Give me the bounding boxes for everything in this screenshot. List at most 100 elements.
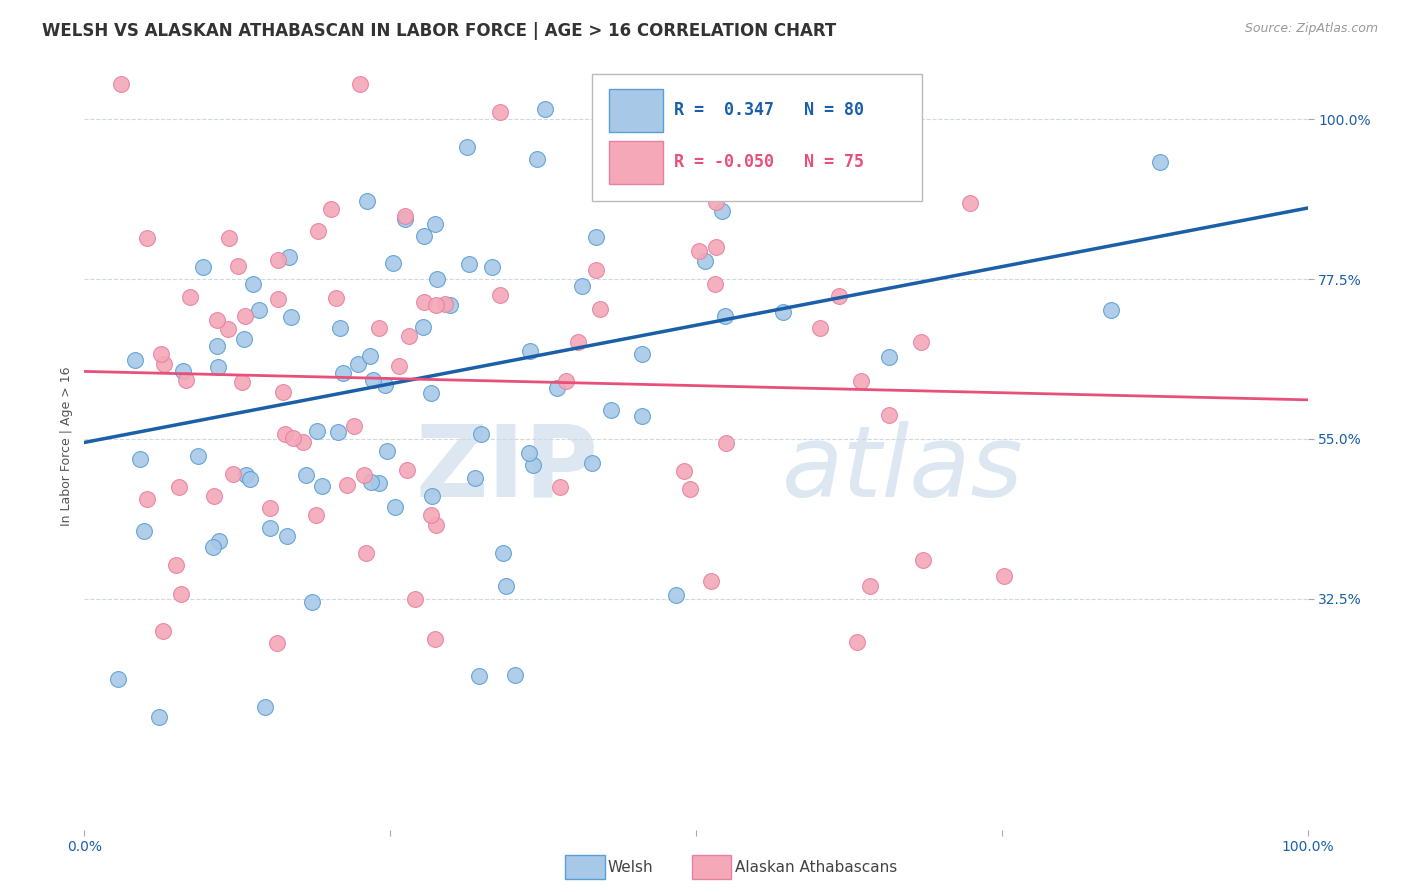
- Point: [519, 344, 541, 359]
- Point: [359, 349, 381, 363]
- Point: [239, 472, 262, 486]
- Point: [420, 508, 443, 522]
- Point: [423, 218, 446, 232]
- Point: [458, 257, 481, 271]
- Point: [332, 366, 354, 380]
- FancyBboxPatch shape: [609, 141, 664, 184]
- Point: [704, 240, 727, 254]
- Point: [343, 418, 366, 433]
- FancyBboxPatch shape: [592, 74, 922, 201]
- Point: [136, 231, 159, 245]
- Point: [664, 118, 686, 132]
- Point: [360, 475, 382, 489]
- Y-axis label: In Labor Force | Age > 16: In Labor Force | Age > 16: [60, 367, 73, 525]
- Point: [404, 592, 426, 607]
- Point: [367, 476, 389, 491]
- Point: [412, 229, 434, 244]
- Point: [700, 574, 723, 588]
- Point: [550, 480, 572, 494]
- Point: [470, 427, 492, 442]
- Point: [354, 546, 377, 560]
- Point: [179, 290, 201, 304]
- Point: [148, 710, 170, 724]
- Point: [522, 458, 544, 472]
- Point: [311, 478, 333, 492]
- Point: [412, 319, 434, 334]
- Point: [703, 277, 725, 291]
- Point: [367, 321, 389, 335]
- Point: [772, 304, 794, 318]
- Point: [993, 568, 1015, 582]
- Point: [280, 310, 302, 324]
- Point: [274, 426, 297, 441]
- Point: [433, 297, 456, 311]
- Point: [174, 373, 197, 387]
- Point: [259, 500, 281, 515]
- Point: [276, 529, 298, 543]
- Point: [468, 669, 491, 683]
- Point: [165, 558, 187, 573]
- Point: [226, 259, 249, 273]
- Point: [845, 635, 868, 649]
- Point: [374, 377, 396, 392]
- Point: [193, 260, 215, 274]
- Point: [307, 424, 329, 438]
- Point: [283, 431, 305, 445]
- Point: [207, 360, 229, 375]
- Point: [202, 489, 225, 503]
- Point: [398, 329, 420, 343]
- Point: [295, 467, 318, 482]
- Point: [714, 309, 737, 323]
- Point: [124, 353, 146, 368]
- Point: [481, 260, 503, 274]
- Text: Welsh: Welsh: [607, 860, 652, 874]
- Point: [534, 102, 557, 116]
- Point: [630, 409, 652, 423]
- Point: [325, 291, 347, 305]
- Point: [631, 347, 654, 361]
- Point: [425, 517, 447, 532]
- Point: [375, 444, 398, 458]
- Point: [242, 277, 264, 291]
- Point: [167, 480, 190, 494]
- Point: [153, 357, 176, 371]
- Point: [910, 334, 932, 349]
- Point: [546, 382, 568, 396]
- Point: [353, 467, 375, 482]
- Point: [202, 540, 225, 554]
- Point: [291, 434, 314, 449]
- Point: [267, 292, 290, 306]
- Point: [205, 312, 228, 326]
- Point: [304, 508, 326, 522]
- Point: [319, 202, 342, 216]
- Point: [492, 546, 515, 560]
- Point: [259, 521, 281, 535]
- Point: [231, 375, 253, 389]
- Point: [253, 700, 276, 714]
- Point: [172, 364, 194, 378]
- Point: [134, 524, 156, 538]
- Point: [218, 231, 240, 245]
- Point: [420, 489, 443, 503]
- Point: [136, 491, 159, 506]
- Point: [388, 359, 411, 374]
- Point: [439, 298, 461, 312]
- Point: [912, 553, 935, 567]
- Point: [233, 309, 256, 323]
- Point: [859, 579, 882, 593]
- Text: atlas: atlas: [782, 420, 1024, 517]
- Point: [395, 463, 418, 477]
- Point: [959, 195, 981, 210]
- Point: [877, 408, 900, 422]
- Point: [808, 321, 831, 335]
- Point: [517, 446, 540, 460]
- Point: [682, 131, 704, 145]
- Point: [232, 332, 254, 346]
- Point: [107, 672, 129, 686]
- Point: [307, 224, 329, 238]
- Text: R =  0.347   N = 80: R = 0.347 N = 80: [673, 101, 863, 119]
- Point: [301, 594, 323, 608]
- Point: [346, 357, 368, 371]
- Point: [149, 346, 172, 360]
- Point: [336, 478, 359, 492]
